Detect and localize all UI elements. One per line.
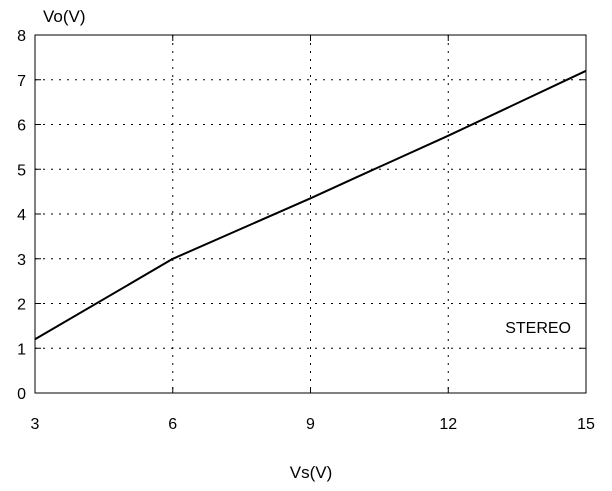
y-tick-label-1: 1 (17, 341, 26, 358)
y-tick-label-7: 7 (17, 73, 26, 90)
y-tick-labels: 0 1 2 3 4 5 6 7 8 (17, 28, 26, 403)
x-axis-label: Vs(V) (290, 463, 333, 482)
y-axis-label: Vo(V) (43, 7, 86, 26)
x-tick-label-12: 12 (439, 416, 457, 433)
x-tick-label-15: 15 (577, 416, 595, 433)
tick-marks (34, 34, 587, 394)
y-tick-label-0: 0 (17, 386, 26, 403)
series-line-0 (34, 69, 587, 341)
series-layer (34, 69, 587, 341)
y-tick-label-4: 4 (17, 207, 26, 224)
x-tick-labels: 3 6 9 12 15 (31, 416, 595, 433)
x-tick-label-9: 9 (306, 416, 315, 433)
y-tick-label-2: 2 (17, 297, 26, 314)
y-tick-label-6: 6 (17, 118, 26, 135)
y-tick-label-5: 5 (17, 162, 26, 179)
x-tick-label-3: 3 (31, 416, 40, 433)
grid (35, 35, 586, 393)
y-tick-label-8: 8 (17, 28, 26, 45)
x-tick-label-6: 6 (168, 416, 177, 433)
y-tick-label-3: 3 (17, 252, 26, 269)
annotation-stereo: STEREO (505, 320, 571, 337)
